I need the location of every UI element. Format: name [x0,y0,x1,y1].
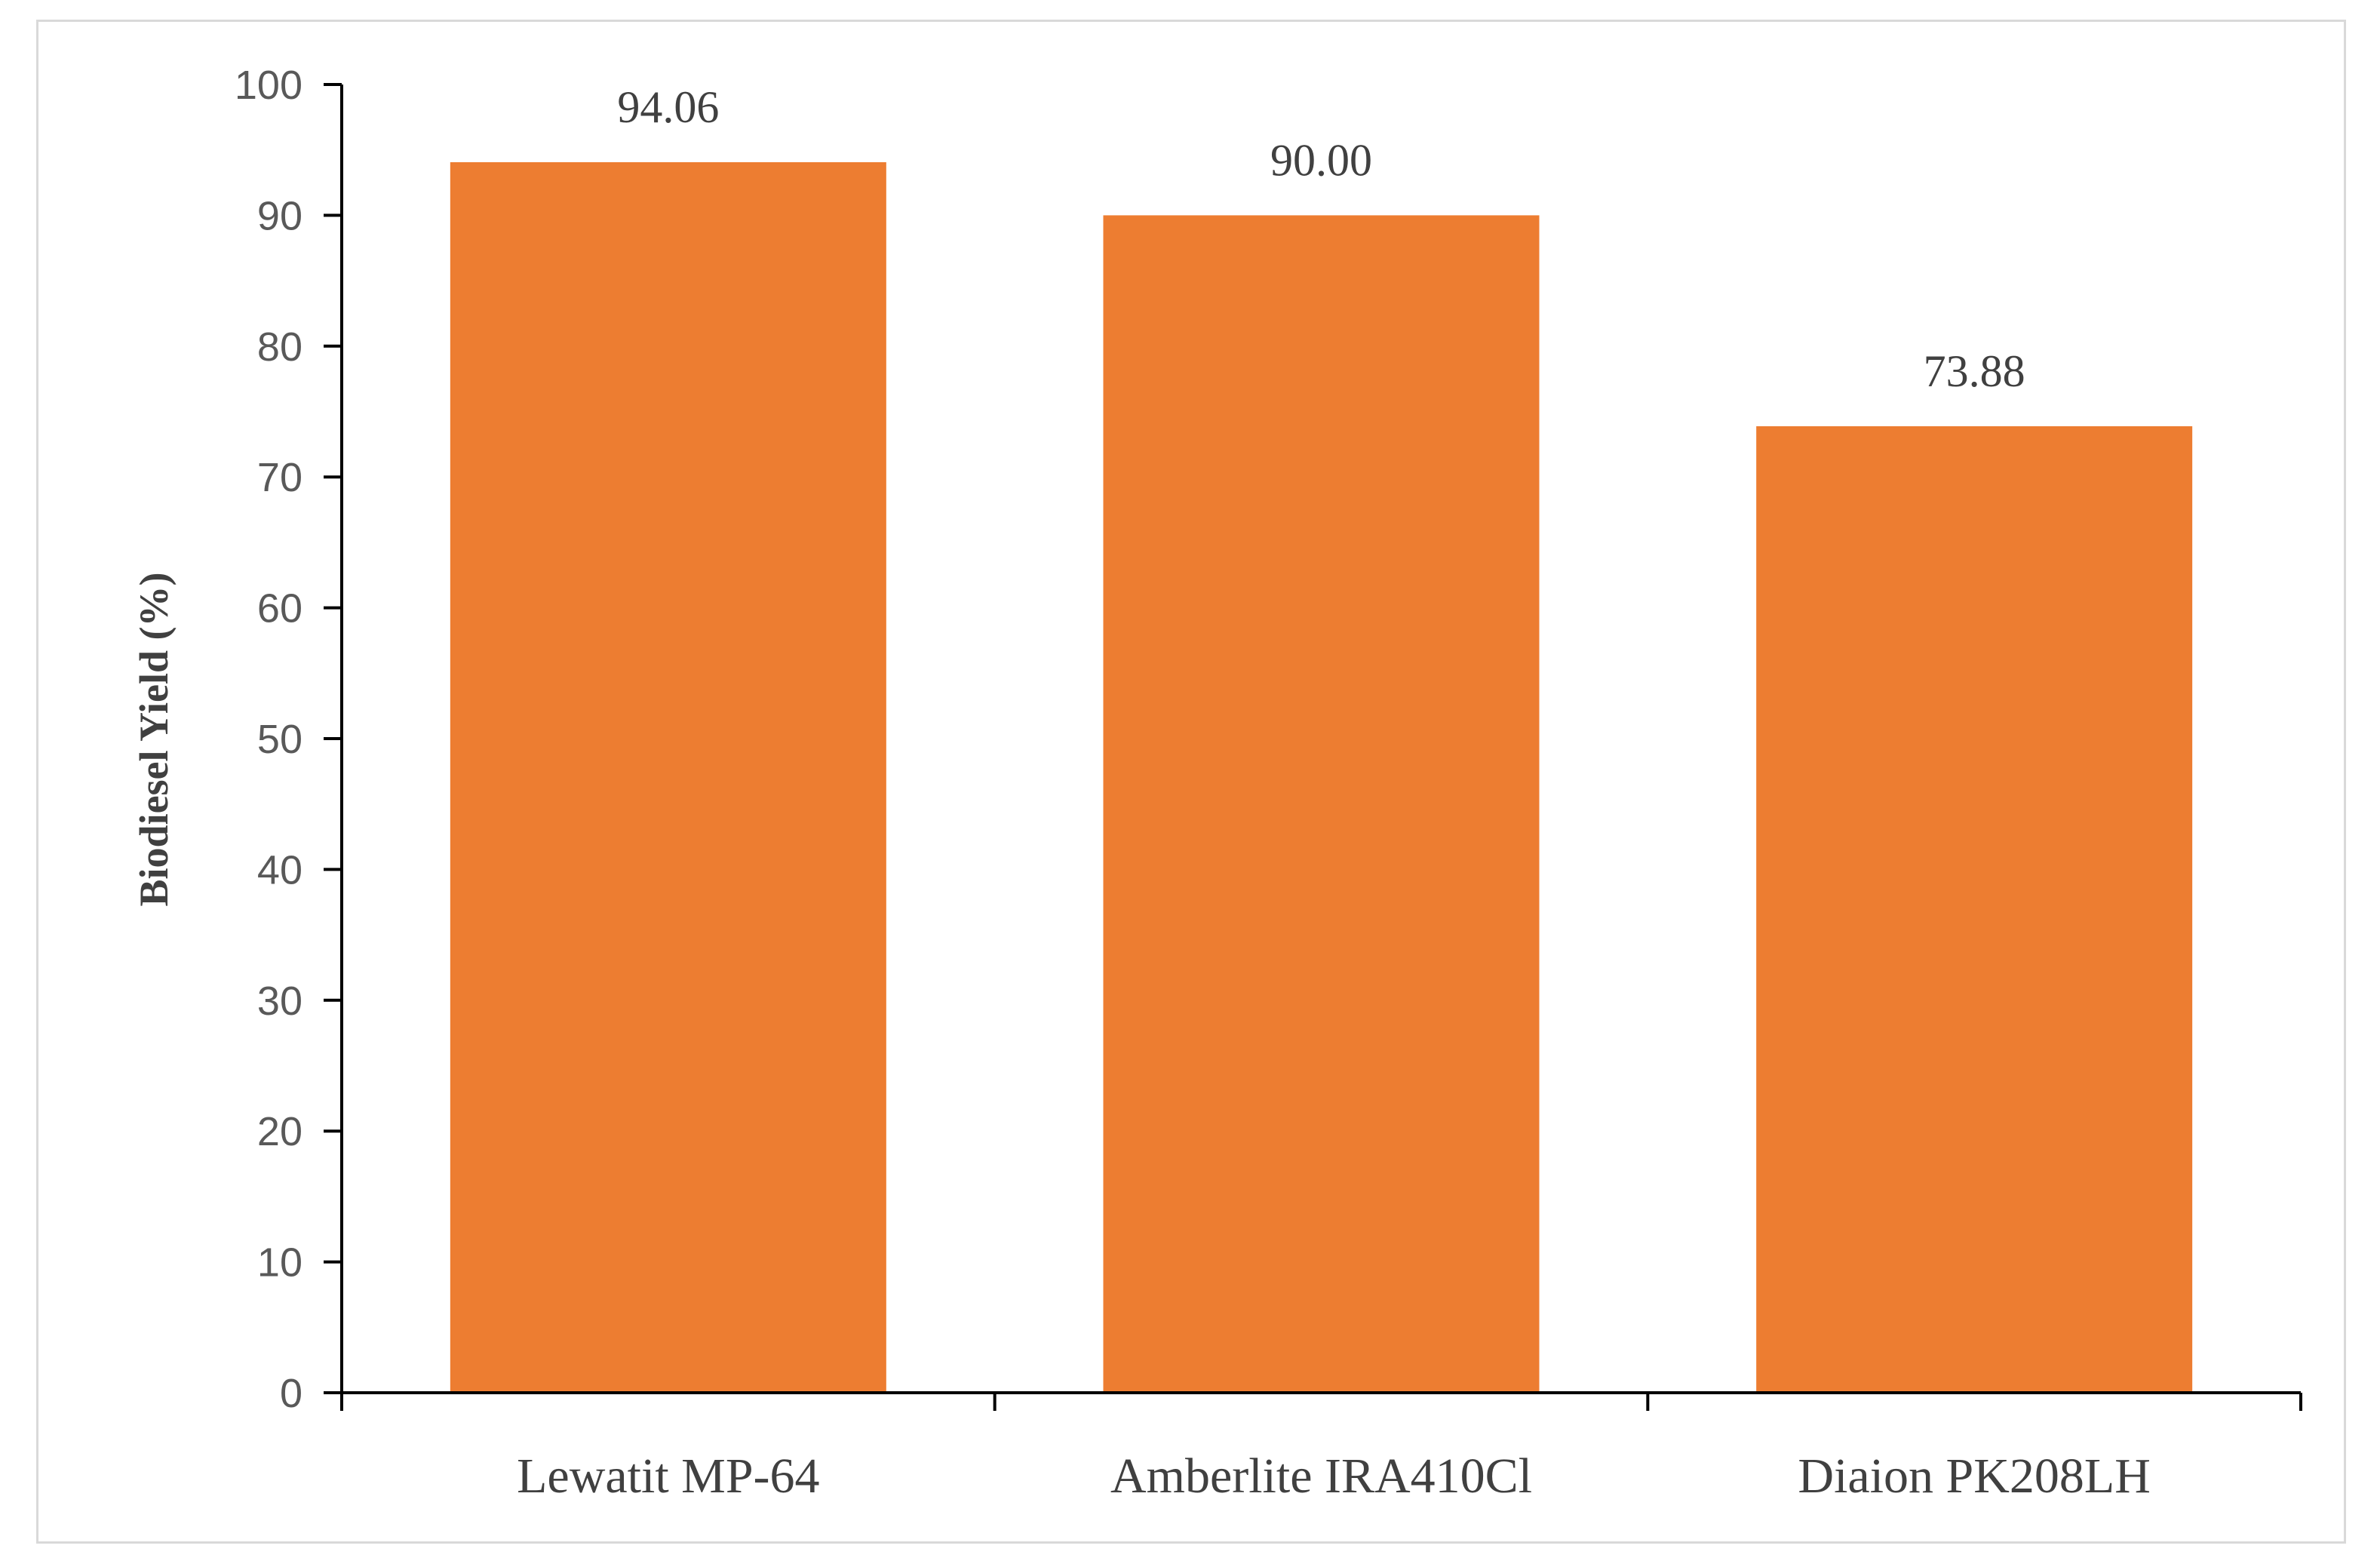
y-tick-label-0: 0 [280,1371,302,1416]
data-label-1: 94.06 [617,82,719,132]
y-tick-label-90: 90 [257,193,302,238]
data-label-2: 90.00 [1270,135,1372,185]
labels-layer: 94.06 Lewatit MP-64 90.00 Amberlite IRA410C… [235,63,2151,1504]
y-tick-label-20: 20 [257,1109,302,1154]
category-label-1: Lewatit MP-64 [517,1449,819,1504]
bar-2 [1103,215,1540,1393]
y-tick-label-60: 60 [257,586,302,631]
bar-1 [450,161,886,1393]
category-label-3: Diaion PK208LH [1798,1449,2150,1504]
bar-3 [1756,426,2193,1393]
y-tick-label-40: 40 [257,847,302,893]
bars-layer [450,161,2193,1393]
y-tick-label-70: 70 [257,455,302,500]
y-tick-label-30: 30 [257,979,302,1024]
y-tick-label-100: 100 [235,63,302,108]
y-tick-label-80: 80 [257,324,302,370]
data-label-3: 73.88 [1924,346,2025,396]
axes-layer [324,83,2302,1411]
y-tick-label-10: 10 [257,1240,302,1286]
y-tick-label-50: 50 [257,717,302,762]
category-label-2: Amberlite IRA410Cl [1110,1449,1532,1504]
y-axis-title: Biodiesel Yield (%) [131,573,177,907]
